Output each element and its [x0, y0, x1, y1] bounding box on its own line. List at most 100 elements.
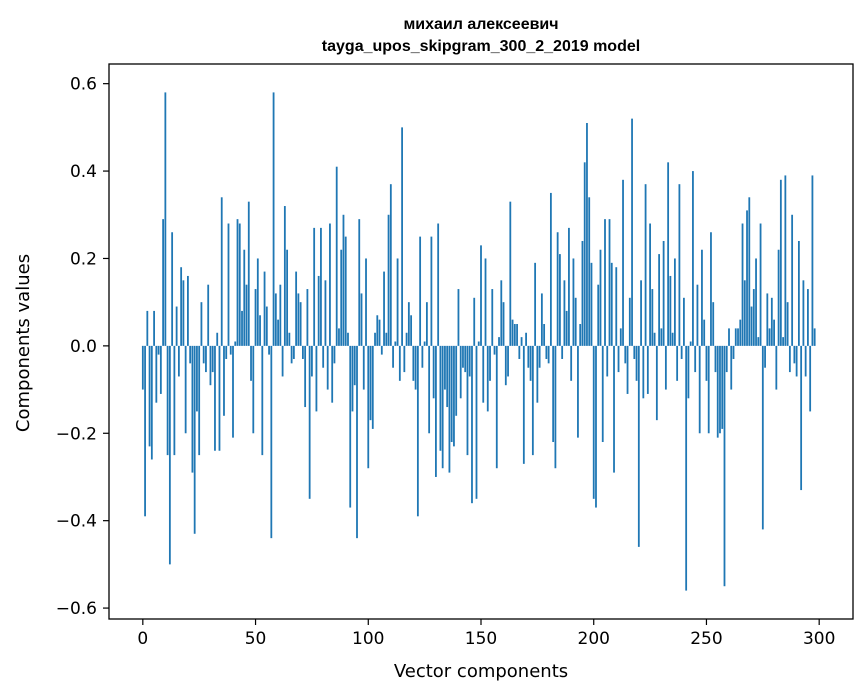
- bar: [743, 280, 746, 346]
- bar: [344, 236, 347, 346]
- bar: [755, 258, 757, 346]
- bar: [764, 345, 766, 368]
- bar: [734, 328, 737, 346]
- bar: [439, 345, 442, 451]
- bar: [146, 310, 149, 346]
- bar: [475, 345, 478, 499]
- bar: [421, 345, 424, 368]
- bar: [502, 302, 505, 346]
- chart-subtitle: tayga_upos_skipgram_300_2_2019 model: [322, 38, 640, 55]
- bar: [761, 345, 764, 530]
- bar: [166, 345, 169, 456]
- bar: [635, 345, 638, 381]
- bar: [405, 332, 408, 346]
- bar: [435, 345, 437, 477]
- bar: [498, 337, 500, 346]
- bar: [531, 345, 534, 456]
- bar: [241, 310, 243, 346]
- bar: [689, 341, 692, 346]
- bar: [407, 302, 410, 346]
- bar: [707, 345, 710, 434]
- x-tick-label: 0: [137, 629, 148, 649]
- bar: [536, 345, 539, 403]
- bar: [290, 345, 293, 364]
- bar: [367, 345, 370, 469]
- bar: [383, 271, 385, 346]
- bar: [619, 328, 622, 346]
- bar: [507, 345, 509, 377]
- bar: [716, 345, 719, 438]
- bar: [207, 284, 210, 346]
- bar: [504, 345, 507, 386]
- bar: [522, 345, 525, 464]
- bar: [272, 92, 275, 346]
- bar: [809, 345, 812, 412]
- bar: [559, 254, 561, 346]
- bar: [676, 345, 679, 381]
- bar: [723, 345, 726, 587]
- bar: [236, 219, 239, 346]
- bar: [486, 345, 489, 412]
- bar: [471, 345, 473, 504]
- y-axis-ticks: −0.6 −0.4 −0.2 0.0 0.2 0.4 0.6: [56, 75, 109, 619]
- bar: [662, 240, 665, 346]
- bar: [728, 328, 730, 346]
- bar: [376, 315, 379, 346]
- bar: [301, 345, 304, 359]
- bar: [768, 328, 771, 346]
- bar: [685, 345, 688, 591]
- y-tick-label: −0.6: [56, 599, 97, 619]
- bar: [162, 219, 165, 346]
- bar: [254, 289, 257, 346]
- bar: [353, 345, 356, 386]
- bar: [283, 206, 286, 346]
- bar: [308, 345, 311, 499]
- y-tick-label: −0.2: [56, 424, 97, 444]
- bar: [482, 345, 485, 403]
- bar: [664, 345, 667, 390]
- bar: [651, 289, 654, 346]
- bar: [615, 267, 618, 346]
- bar: [416, 345, 419, 517]
- bar: [766, 293, 769, 346]
- bar: [232, 345, 234, 438]
- y-tick-label: 0.6: [70, 75, 97, 95]
- bar: [737, 328, 739, 346]
- bar: [286, 249, 289, 346]
- bar: [518, 345, 521, 359]
- bar: [448, 345, 451, 473]
- bar: [493, 345, 496, 355]
- x-tick-label: 250: [690, 629, 722, 649]
- bar: [477, 341, 480, 346]
- bar: [683, 297, 685, 346]
- y-tick-label: 0.4: [70, 162, 97, 182]
- bar: [340, 249, 343, 346]
- bar: [455, 345, 458, 416]
- bar: [380, 345, 383, 355]
- bar: [243, 249, 246, 346]
- bar: [419, 236, 422, 346]
- bar: [795, 345, 798, 377]
- bar: [721, 345, 724, 429]
- bar: [180, 267, 183, 346]
- bar: [622, 179, 624, 346]
- bar: [374, 332, 376, 346]
- bar: [268, 345, 270, 355]
- bar: [441, 345, 444, 469]
- bar: [759, 223, 762, 346]
- bar: [392, 345, 394, 368]
- bar: [315, 345, 318, 412]
- bar: [177, 345, 180, 377]
- bar: [680, 345, 683, 359]
- bar: [495, 345, 498, 469]
- bar: [617, 345, 620, 373]
- bar: [214, 345, 216, 451]
- bar: [797, 240, 800, 346]
- bar: [229, 345, 232, 355]
- bar: [175, 306, 178, 346]
- bar: [306, 289, 309, 346]
- bar: [274, 293, 277, 346]
- bar: [748, 197, 751, 346]
- bar: [802, 280, 805, 346]
- bar: [604, 219, 606, 346]
